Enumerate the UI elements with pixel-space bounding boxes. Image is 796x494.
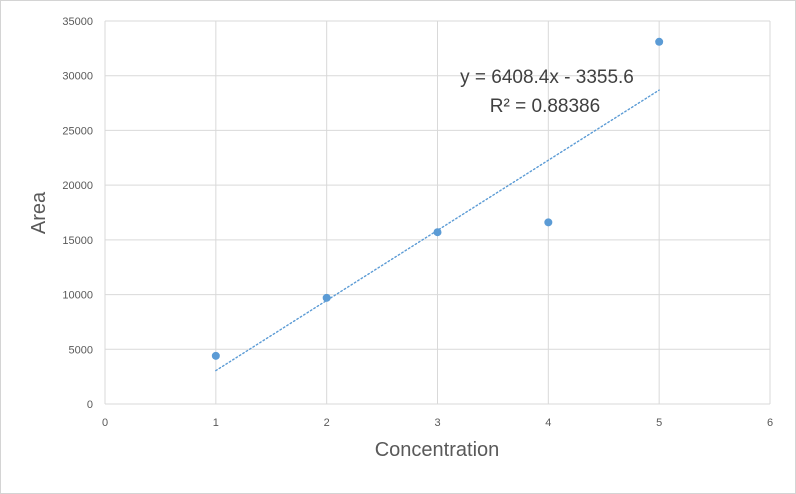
trendline-equation: y = 6408.4x - 3355.6 [460,67,634,88]
x-tick-label: 0 [102,417,108,429]
data-point [433,228,442,237]
trendline [215,89,660,372]
trendline-r2: R² = 0.88386 [490,96,600,117]
y-tick-label: 10000 [62,290,93,302]
data-points [211,37,664,360]
y-tick-label: 20000 [62,180,93,192]
x-tick-label: 6 [767,417,773,429]
y-tick-label: 30000 [62,71,93,83]
x-tick-labels: 0 1 2 3 4 5 6 [102,417,773,429]
data-point [322,293,331,302]
data-point [211,351,220,360]
x-tick-label: 4 [545,417,551,429]
x-tick-label: 5 [656,417,662,429]
x-tick-label: 1 [213,417,219,429]
y-tick-label: 35000 [62,16,93,28]
y-tick-label: 5000 [69,344,93,356]
data-point [655,37,664,46]
x-tick-label: 3 [434,417,440,429]
trendline-group [215,89,660,372]
y-axis-title: Area [28,191,50,234]
y-tick-label: 25000 [62,125,93,137]
gridlines [104,20,771,405]
y-tick-labels: 0 5000 10000 15000 20000 25000 30000 35000 [62,16,93,411]
x-tick-label: 2 [324,417,330,429]
x-axis-title: Concentration [375,439,500,461]
y-tick-label: 0 [87,399,93,411]
y-tick-label: 15000 [62,235,93,247]
data-point [544,218,553,227]
